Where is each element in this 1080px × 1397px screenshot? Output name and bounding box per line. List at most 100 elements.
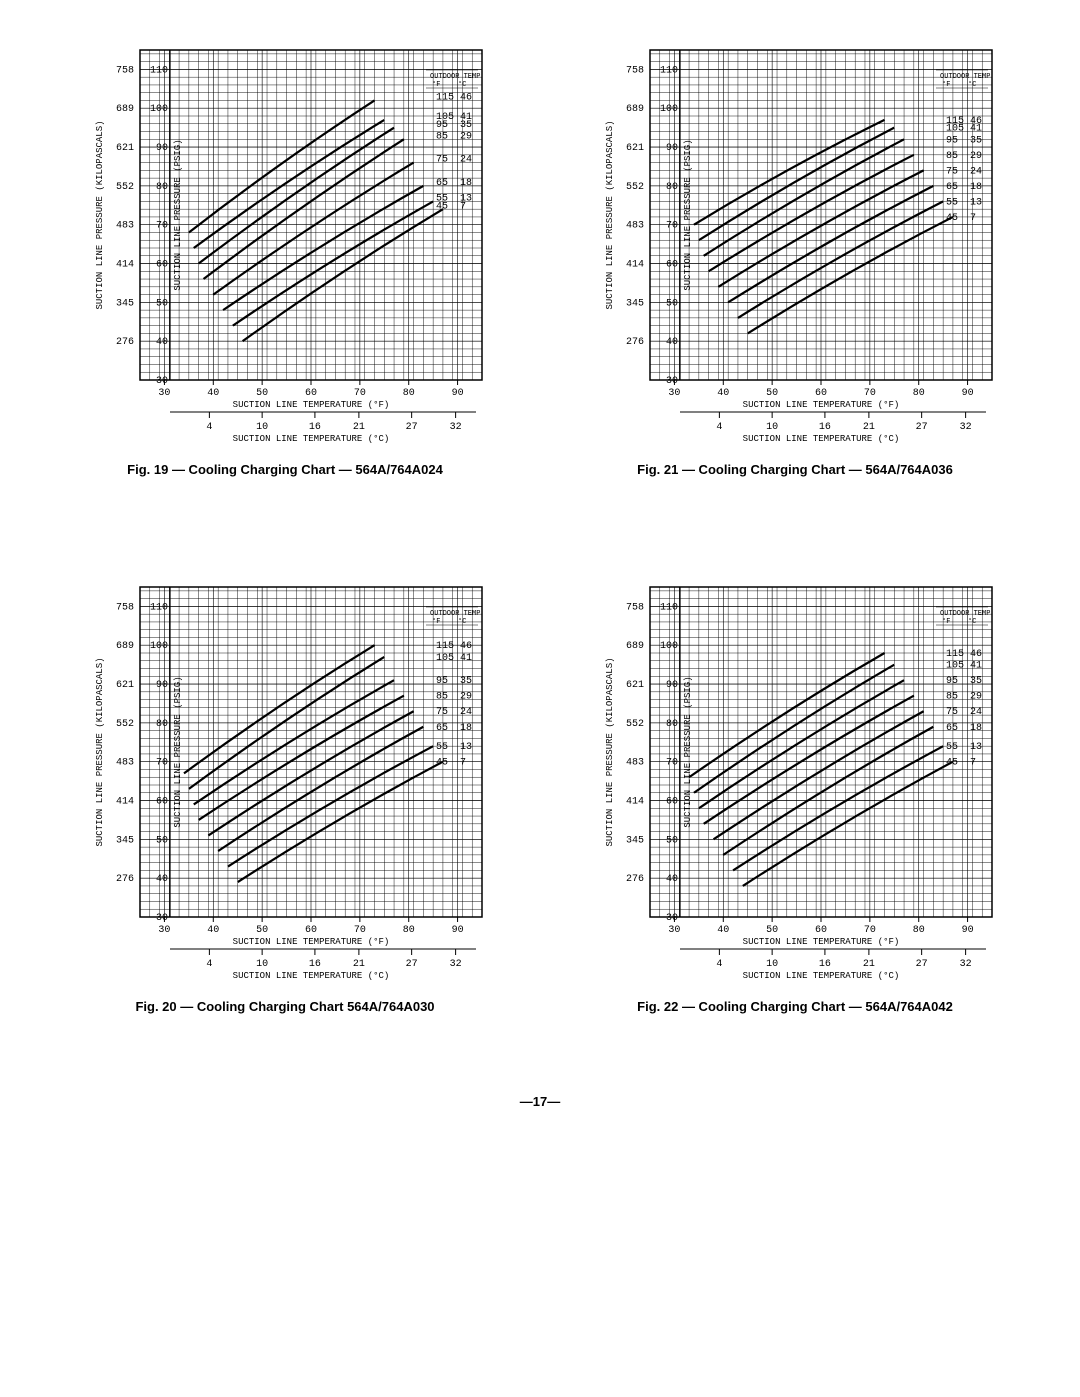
svg-text:100: 100 xyxy=(150,104,168,115)
svg-text:75: 75 xyxy=(946,166,958,177)
svg-text:SUCTION LINE PRESSURE (KILOPAS: SUCTION LINE PRESSURE (KILOPASCALS) xyxy=(605,657,615,846)
svg-text:30: 30 xyxy=(158,925,170,936)
svg-text:50: 50 xyxy=(256,388,268,399)
svg-text:°F: °F xyxy=(942,617,950,626)
svg-text:95: 95 xyxy=(946,135,958,146)
svg-text:621: 621 xyxy=(626,143,644,154)
svg-text:40: 40 xyxy=(207,925,219,936)
svg-text:13: 13 xyxy=(460,742,472,753)
svg-text:80: 80 xyxy=(913,388,925,399)
svg-text:414: 414 xyxy=(626,260,644,271)
svg-text:21: 21 xyxy=(863,959,875,970)
svg-text:°F: °F xyxy=(942,80,950,89)
svg-text:100: 100 xyxy=(660,104,678,115)
svg-text:65: 65 xyxy=(946,182,958,193)
svg-text:OUTDOOR TEMP: OUTDOOR TEMP xyxy=(430,610,480,618)
svg-text:70: 70 xyxy=(666,758,678,769)
svg-text:110: 110 xyxy=(660,602,678,613)
svg-text:75: 75 xyxy=(436,155,448,166)
svg-text:70: 70 xyxy=(864,388,876,399)
svg-text:90: 90 xyxy=(156,680,168,691)
svg-text:SUCTION LINE TEMPERATURE (°C): SUCTION LINE TEMPERATURE (°C) xyxy=(743,434,900,444)
svg-text:483: 483 xyxy=(116,758,134,769)
svg-text:70: 70 xyxy=(156,758,168,769)
svg-text:105: 105 xyxy=(946,124,964,135)
svg-text:345: 345 xyxy=(626,298,644,309)
svg-text:7: 7 xyxy=(460,758,466,769)
svg-text:95: 95 xyxy=(946,676,958,687)
svg-text:7: 7 xyxy=(460,201,466,212)
svg-text:90: 90 xyxy=(962,925,974,936)
svg-text:80: 80 xyxy=(156,719,168,730)
svg-text:758: 758 xyxy=(626,65,644,76)
svg-text:110: 110 xyxy=(150,65,168,76)
svg-text:80: 80 xyxy=(403,388,415,399)
svg-text:95: 95 xyxy=(436,120,448,131)
svg-text:689: 689 xyxy=(626,641,644,652)
svg-text:SUCTION LINE TEMPERATURE (°F): SUCTION LINE TEMPERATURE (°F) xyxy=(233,400,390,410)
svg-text:24: 24 xyxy=(460,707,472,718)
svg-text:30: 30 xyxy=(666,376,678,387)
svg-text:18: 18 xyxy=(460,178,472,189)
svg-text:552: 552 xyxy=(116,719,134,730)
svg-text:50: 50 xyxy=(666,298,678,309)
svg-text:85: 85 xyxy=(436,692,448,703)
svg-text:110: 110 xyxy=(150,602,168,613)
svg-text:621: 621 xyxy=(626,680,644,691)
svg-text:70: 70 xyxy=(864,925,876,936)
svg-text:60: 60 xyxy=(815,388,827,399)
svg-text:30: 30 xyxy=(666,913,678,924)
svg-text:55: 55 xyxy=(436,742,448,753)
svg-text:21: 21 xyxy=(353,422,365,433)
svg-text:80: 80 xyxy=(156,182,168,193)
svg-text:40: 40 xyxy=(717,925,729,936)
svg-text:°C: °C xyxy=(458,80,466,89)
svg-text:276: 276 xyxy=(116,337,134,348)
svg-text:18: 18 xyxy=(970,182,982,193)
svg-text:°C: °C xyxy=(458,617,466,626)
svg-text:10: 10 xyxy=(256,422,268,433)
svg-text:35: 35 xyxy=(460,120,472,131)
svg-text:OUTDOOR TEMP: OUTDOOR TEMP xyxy=(940,610,990,618)
svg-text:45: 45 xyxy=(436,758,448,769)
svg-text:50: 50 xyxy=(256,925,268,936)
svg-text:621: 621 xyxy=(116,680,134,691)
svg-text:115: 115 xyxy=(946,649,964,660)
svg-text:90: 90 xyxy=(666,143,678,154)
svg-text:276: 276 xyxy=(626,874,644,885)
svg-text:80: 80 xyxy=(666,719,678,730)
svg-text:41: 41 xyxy=(460,653,472,664)
svg-text:50: 50 xyxy=(766,388,778,399)
svg-text:50: 50 xyxy=(766,925,778,936)
svg-text:29: 29 xyxy=(970,692,982,703)
svg-text:80: 80 xyxy=(403,925,415,936)
svg-text:24: 24 xyxy=(970,707,982,718)
svg-text:110: 110 xyxy=(660,65,678,76)
svg-text:758: 758 xyxy=(116,602,134,613)
svg-text:21: 21 xyxy=(863,422,875,433)
svg-text:65: 65 xyxy=(436,723,448,734)
svg-text:29: 29 xyxy=(970,151,982,162)
svg-text:552: 552 xyxy=(626,719,644,730)
svg-text:7: 7 xyxy=(970,758,976,769)
svg-text:46: 46 xyxy=(970,649,982,660)
svg-text:SUCTION LINE TEMPERATURE (°F): SUCTION LINE TEMPERATURE (°F) xyxy=(743,937,900,947)
chart-caption: Fig. 21 — Cooling Charging Chart — 564A/… xyxy=(570,462,1020,477)
cooling-chart: OUTDOOR TEMP°F°C115461054195358529752465… xyxy=(80,577,490,987)
svg-text:29: 29 xyxy=(460,131,472,142)
svg-text:45: 45 xyxy=(946,213,958,224)
svg-text:40: 40 xyxy=(156,874,168,885)
svg-text:7: 7 xyxy=(970,213,976,224)
chart-cell-fig20: OUTDOOR TEMP°F°C115461054195358529752465… xyxy=(60,577,510,1014)
svg-text:SUCTION LINE PRESSURE (PSIG): SUCTION LINE PRESSURE (PSIG) xyxy=(683,676,693,827)
svg-text:345: 345 xyxy=(116,835,134,846)
svg-text:90: 90 xyxy=(452,925,464,936)
svg-text:SUCTION LINE PRESSURE (PSIG): SUCTION LINE PRESSURE (PSIG) xyxy=(173,139,183,290)
svg-text:°C: °C xyxy=(968,80,976,89)
cooling-chart: OUTDOOR TEMP°F°C115461054195358529752465… xyxy=(590,40,1000,450)
svg-text:32: 32 xyxy=(960,422,972,433)
svg-text:18: 18 xyxy=(460,723,472,734)
cooling-chart: OUTDOOR TEMP°F°C115461054195358529752465… xyxy=(590,577,1000,987)
svg-text:°F: °F xyxy=(432,617,440,626)
svg-text:32: 32 xyxy=(960,959,972,970)
